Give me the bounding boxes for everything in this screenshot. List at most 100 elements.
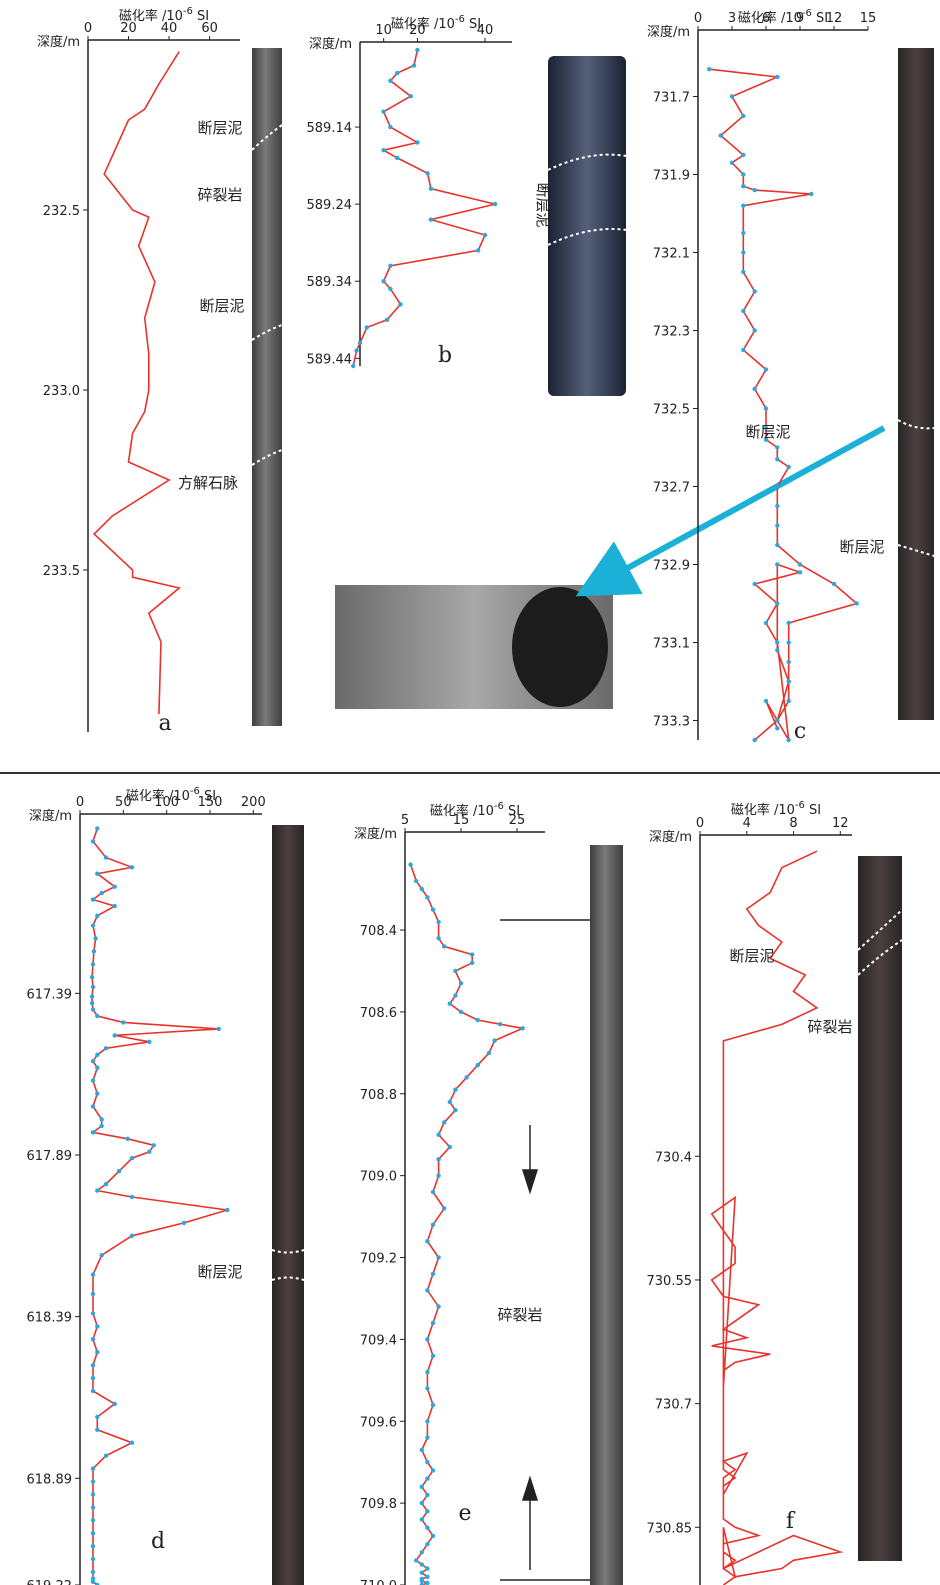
data-point [425, 1541, 430, 1547]
series-line [709, 68, 859, 741]
data-point [475, 1062, 480, 1068]
x-tick-label: 12 [832, 816, 849, 831]
x-tick-label: 0 [84, 21, 92, 36]
annotation-label: 方解石脉 [178, 474, 238, 492]
data-point [741, 250, 746, 255]
data-point [103, 1181, 109, 1187]
data-point [425, 1476, 430, 1481]
data-point [430, 1533, 436, 1539]
data-point [419, 1517, 424, 1522]
data-point [482, 232, 488, 238]
data-point [752, 289, 757, 294]
panel-b-chart: 10 20 40 589.14 589.24 589.34 589.44 磁化率 /10-6 … [307, 14, 552, 369]
panel-letter: b [438, 343, 452, 368]
data-point [775, 74, 780, 80]
data-point [90, 1078, 96, 1083]
data-point [425, 171, 430, 176]
x-axis-title: 磁化率 /10-6 SI [391, 14, 481, 32]
data-point [384, 317, 390, 322]
y-tick-label: 730.55 [647, 1274, 693, 1289]
data-point [775, 445, 780, 450]
y-tick-label: 708.6 [360, 1006, 397, 1021]
data-point [415, 47, 420, 53]
data-point [95, 1414, 100, 1420]
data-point [89, 994, 95, 999]
data-point [854, 601, 859, 606]
data-point [741, 172, 746, 177]
x-axis-title: 磁化率 /10-6 SI [731, 800, 821, 818]
data-point [447, 1144, 452, 1150]
data-point [831, 581, 837, 587]
data-point [89, 975, 95, 980]
series-line [710, 850, 844, 1585]
y-tick-label: 618.39 [27, 1311, 73, 1326]
data-point [775, 523, 780, 528]
annotation-label: 断层泥 [197, 119, 242, 137]
data-point [486, 1050, 492, 1056]
data-point [129, 1156, 135, 1161]
y-tick-label: 731.9 [653, 169, 690, 184]
data-point [90, 1272, 96, 1277]
data-point [436, 1132, 441, 1137]
data-point [381, 148, 386, 153]
data-point [91, 949, 97, 954]
data-point [752, 386, 757, 392]
data-point [430, 1222, 436, 1228]
x-tick-label: 15 [453, 813, 470, 828]
core-inset-end [512, 587, 608, 707]
data-point [498, 1021, 503, 1027]
data-point [752, 187, 757, 193]
data-point [752, 328, 757, 333]
data-point [90, 984, 96, 990]
inset-pointer-arrow [575, 425, 886, 597]
data-point [408, 862, 413, 867]
annotation-label: 碎裂岩 [497, 1306, 542, 1324]
data-point [741, 203, 746, 208]
data-point [741, 308, 746, 314]
data-point [775, 640, 780, 645]
data-point [786, 659, 791, 665]
data-point [419, 1447, 424, 1453]
data-point [181, 1220, 187, 1226]
y-tick-label: 589.14 [307, 121, 353, 136]
data-point [752, 581, 757, 587]
data-point [425, 1460, 430, 1465]
x-tick-label: 12 [826, 11, 843, 26]
data-point [95, 1582, 100, 1585]
panel-a-chart: 0 20 40 60 232.5 233.0 233.5 磁化率 /10-6 SI 深度/m 断层… [37, 6, 245, 736]
panel-letter: f [786, 1509, 796, 1534]
data-point [95, 1188, 100, 1193]
data-point [752, 737, 757, 743]
data-point [741, 230, 746, 236]
data-point [129, 1194, 135, 1200]
panel-c-chart: 0 3 6 9 12 15 731.7 731.9 732.1 732.3 732.5 732.7 73… [647, 8, 885, 744]
data-point [741, 347, 746, 353]
x-tick-label: 3 [728, 11, 736, 26]
y-axis-title: 深度/m [309, 36, 352, 52]
y-tick-label: 732.1 [653, 247, 690, 262]
data-point [354, 348, 359, 353]
x-axis-title: 磁化率 /10-6 SI [430, 801, 520, 819]
data-point [95, 1324, 100, 1329]
data-point [89, 1000, 95, 1006]
data-point [442, 1120, 447, 1125]
y-tick-label: 233.5 [43, 564, 80, 579]
data-point [425, 1419, 430, 1424]
y-tick-label: 619.22 [27, 1579, 73, 1585]
data-point [430, 1189, 436, 1195]
data-point [430, 907, 436, 912]
data-point [90, 1059, 96, 1064]
data-point [520, 1026, 525, 1031]
data-point [436, 1173, 441, 1178]
data-point [357, 340, 363, 346]
data-point [775, 648, 780, 653]
data-point [408, 94, 413, 99]
data-point [95, 826, 100, 831]
data-point [425, 1239, 430, 1244]
data-point [112, 1033, 117, 1038]
data-point [125, 1136, 130, 1142]
y-tick-label: 732.9 [653, 559, 690, 574]
x-tick-label: 200 [241, 795, 266, 810]
data-point [90, 1492, 96, 1497]
